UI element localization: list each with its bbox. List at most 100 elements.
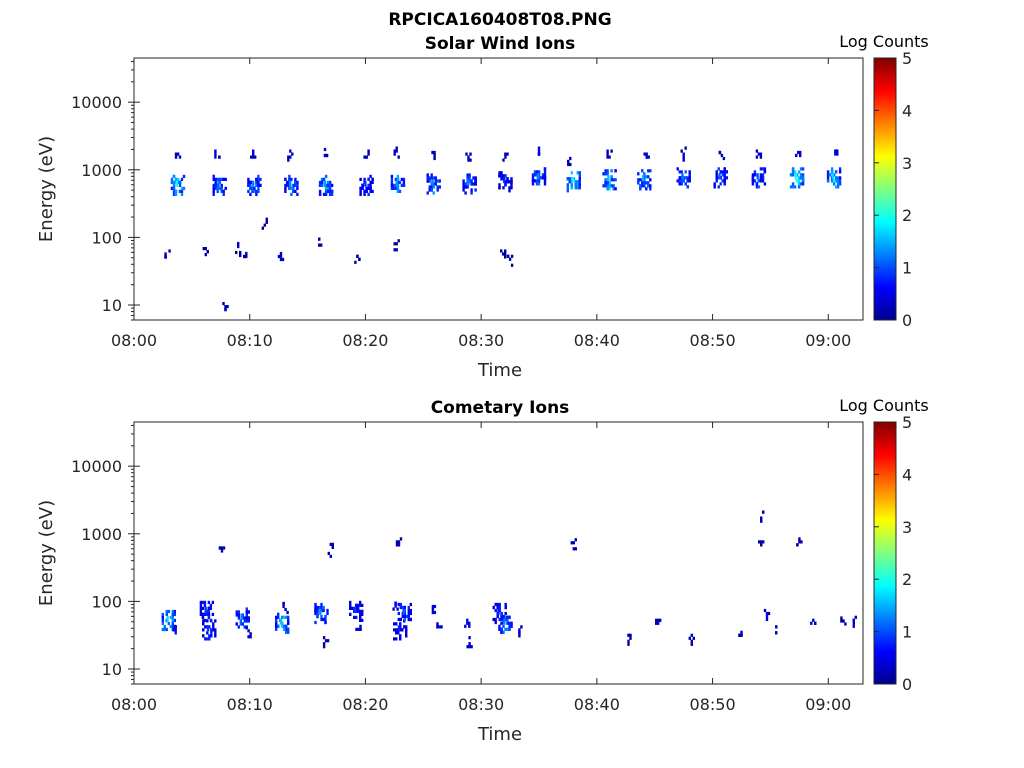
data-pixel — [396, 189, 400, 193]
data-pixel — [610, 178, 613, 182]
data-pixel — [504, 174, 507, 178]
data-pixel — [211, 612, 215, 616]
data-pixel — [606, 181, 609, 185]
data-cluster — [392, 601, 399, 611]
data-pixel — [800, 540, 803, 544]
data-pixel — [250, 155, 253, 159]
data-pixel-peak — [431, 179, 434, 186]
data-pixel — [570, 183, 573, 187]
data-pixel-peak — [756, 173, 759, 180]
data-pixel — [395, 248, 398, 252]
data-pixel — [409, 611, 412, 616]
data-pixel — [395, 540, 399, 544]
data-pixel — [838, 167, 842, 171]
data-pixel — [202, 247, 205, 251]
data-pixel — [204, 637, 207, 641]
data-pixel — [686, 185, 689, 189]
data-pixel — [407, 611, 410, 616]
data-pixel — [396, 607, 399, 611]
data-pixel-peak — [641, 175, 645, 182]
data-pixel — [753, 173, 757, 177]
data-pixel — [543, 182, 547, 186]
data-cluster — [218, 546, 226, 553]
data-pixel — [645, 187, 648, 191]
data-pixel — [349, 603, 352, 607]
data-pixel — [174, 625, 177, 629]
data-pixel — [220, 186, 223, 190]
data-pixel — [541, 176, 545, 180]
data-pixel — [395, 622, 398, 626]
data-pixel — [434, 176, 437, 180]
data-pixel — [322, 645, 326, 649]
data-pixel — [259, 183, 262, 187]
data-pixel — [502, 615, 505, 619]
data-pixel — [290, 186, 293, 190]
data-pixel — [438, 179, 441, 183]
data-pixel — [180, 177, 184, 181]
data-pixel — [834, 179, 838, 183]
data-pixel — [657, 618, 660, 622]
data-pixel — [531, 176, 535, 180]
data-pixel — [322, 605, 325, 610]
data-pixel — [757, 152, 761, 156]
data-pixel — [755, 185, 759, 189]
data-pixel — [243, 625, 246, 629]
data-pixel — [172, 174, 176, 178]
data-pixel — [167, 609, 170, 614]
data-pixel — [182, 174, 186, 178]
data-pixel — [753, 170, 757, 174]
cometary-axes: 08:00 08:10 08:20 08:30 08:40 08:50 09:00 10 100… — [71, 422, 851, 714]
data-pixel — [721, 179, 724, 183]
data-pixel — [508, 189, 511, 193]
data-pixel — [543, 179, 547, 183]
data-cluster — [506, 254, 514, 267]
data-cluster — [275, 612, 290, 634]
data-pixel — [470, 645, 473, 649]
data-cluster — [465, 152, 472, 162]
data-cluster — [570, 538, 577, 551]
data-pixel — [645, 181, 648, 185]
data-pixel — [316, 608, 319, 613]
data-pixel — [405, 634, 408, 638]
data-pixel — [612, 178, 615, 182]
data-pixel — [287, 155, 290, 159]
data-pixel — [763, 167, 767, 171]
data-pixel — [371, 177, 374, 181]
data-pixel — [826, 176, 830, 180]
data-cluster — [500, 249, 507, 259]
data-pixel — [224, 308, 227, 312]
data-pixel — [281, 624, 284, 628]
data-pixel — [294, 177, 297, 181]
data-pixel — [322, 192, 326, 196]
data-pixel — [330, 183, 334, 187]
data-cluster — [202, 247, 209, 257]
data-pixel — [396, 183, 400, 187]
data-pixel — [537, 179, 541, 183]
data-pixel — [504, 617, 507, 622]
data-cluster — [567, 156, 572, 167]
data-pixel — [755, 149, 759, 153]
data-pixel — [161, 621, 164, 626]
data-pixel — [180, 192, 184, 196]
x-tick-label: 08:50 — [690, 331, 736, 350]
data-pixel — [608, 181, 611, 185]
data-pixel — [355, 603, 358, 607]
data-cluster — [214, 149, 221, 159]
data-pixel — [357, 627, 360, 631]
data-pixel — [574, 547, 577, 551]
data-cluster — [261, 217, 268, 230]
data-pixel — [245, 251, 248, 256]
data-pixel — [320, 177, 324, 181]
data-cluster — [164, 249, 171, 259]
data-pixel — [760, 543, 763, 547]
data-pixel-peak — [536, 173, 539, 180]
data-cluster — [789, 167, 805, 189]
data-pixel — [235, 613, 238, 617]
data-pixel — [840, 619, 843, 623]
data-pixel — [641, 169, 644, 173]
data-pixel — [224, 305, 227, 309]
data-pixel — [688, 636, 691, 640]
data-pixel — [171, 615, 174, 620]
data-pixel — [237, 625, 240, 629]
data-cluster — [397, 602, 412, 622]
